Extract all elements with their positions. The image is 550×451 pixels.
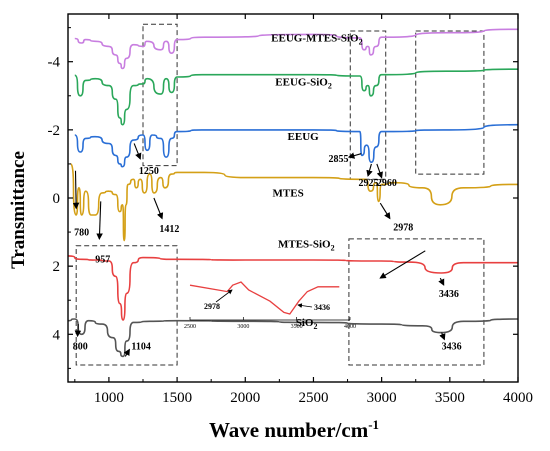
box-sio2-high <box>348 238 485 366</box>
annotation-label-1250: 1250 <box>139 166 159 177</box>
y-tick-label--4: -4 <box>48 55 61 71</box>
series-line-eeug-sio2 <box>74 68 519 126</box>
series-label-sub: 2 <box>328 82 332 91</box>
series-label-eeug-sio2: EEUG-SiO2 <box>275 77 332 91</box>
series-label-sub: 2 <box>359 37 363 46</box>
annotation-arrow-2855 <box>347 152 362 159</box>
annotation-arrow-1412 <box>153 197 164 220</box>
inset-label-3436: 3436 <box>314 303 330 312</box>
annotation-arrow-780 <box>72 170 80 210</box>
annotation-arrow-3436 <box>439 332 446 341</box>
series-label-eeug: EEUG <box>288 131 320 143</box>
annotation-arrow-800 <box>74 324 82 338</box>
annotation-label-3436: 3436 <box>442 342 462 353</box>
annotation-label-1412: 1412 <box>159 224 179 235</box>
y-tick-label-0: 0 <box>53 191 61 207</box>
series-label-main: MTES-SiO <box>278 238 331 250</box>
series-line-mtes <box>70 163 519 242</box>
x-axis-title-sup: -1 <box>368 417 379 432</box>
series-label-mtes-sio2: MTES-SiO2 <box>278 238 335 252</box>
annotation-label-2960: 2960 <box>377 178 397 189</box>
inset-tick-label-3000: 3000 <box>237 324 249 330</box>
box-sio2-low <box>75 245 178 366</box>
x-tick-label-2000: 2000 <box>230 390 260 406</box>
y-axis-title: Transmittance <box>8 151 29 269</box>
annotation-arrow-2925 <box>366 163 373 177</box>
annotation-arrow-1104 <box>123 348 130 357</box>
axes: 1000 1500 2000 2500 3000 3500 4000 -4 -2 0 2 4 <box>48 13 533 406</box>
inset-plot: 2500 3000 3500 4000 2978 3436 <box>184 250 426 330</box>
series-line-eeug <box>74 123 519 168</box>
series-label-main: MTES <box>273 187 304 199</box>
inset-arrow-2978 <box>215 289 233 303</box>
annotation-arrow-2960 <box>376 163 383 179</box>
x-axis-title: Wave number/cm-1 <box>209 417 379 442</box>
series-label-sub: 2 <box>313 322 317 331</box>
series-label-main: EEUG-SiO <box>275 77 328 89</box>
inset-tick-label-4000: 4000 <box>344 324 356 330</box>
inset-curve <box>189 281 340 315</box>
zoom-arrow <box>379 250 426 279</box>
y-tick-label-2: 2 <box>53 259 61 275</box>
annotation-label-800: 800 <box>73 342 88 353</box>
box-3500 <box>415 30 485 175</box>
annotation-label-2978: 2978 <box>393 222 413 233</box>
annotation-arrow-2978 <box>379 202 391 220</box>
series-label-eeug-mtes-sio2: EEUG-MTES-SiO2 <box>271 32 362 46</box>
inset-tick-label-3500: 3500 <box>291 324 303 330</box>
annotation-arrow-3436 <box>438 277 445 286</box>
series-layer <box>67 28 519 358</box>
series-label-mtes: MTES <box>273 187 304 199</box>
annotation-label-1104: 1104 <box>131 342 150 353</box>
x-tick-label-4000: 4000 <box>503 390 533 406</box>
box-2900 <box>349 30 387 180</box>
inset-label-2978: 2978 <box>204 302 220 311</box>
annotation-label-2855: 2855 <box>328 154 348 165</box>
annotation-arrow-957 <box>96 201 103 240</box>
annotation-arrow-1250 <box>133 143 142 160</box>
series-label-main: EEUG-MTES-SiO <box>271 32 359 44</box>
highlight-boxes <box>75 23 485 366</box>
series-line-eeug-mtes-sio2 <box>74 28 519 70</box>
annotation-label-957: 957 <box>95 255 110 266</box>
x-tick-label-3000: 3000 <box>367 390 397 406</box>
y-tick-label--2: -2 <box>48 123 61 139</box>
inset-tick-label-2500: 2500 <box>184 324 196 330</box>
box-1250 <box>142 23 178 167</box>
annotation-label-2925: 2925 <box>358 178 378 189</box>
series-labels: EEUG-MTES-SiO2EEUG-SiO2EEUGMTESMTES-SiO2… <box>271 32 362 331</box>
x-tick-label-1000: 1000 <box>94 390 124 406</box>
series-label-sub: 2 <box>331 243 335 252</box>
x-tick-label-1500: 1500 <box>162 390 192 406</box>
series-label-main: EEUG <box>288 131 320 143</box>
x-tick-label-3500: 3500 <box>435 390 465 406</box>
y-tick-label-4: 4 <box>53 327 61 343</box>
series-line-sio2 <box>67 318 519 358</box>
x-axis-title-text: Wave number/cm <box>209 418 369 442</box>
annotation-label-780: 780 <box>74 227 89 238</box>
series-line-mtes-sio2 <box>67 255 518 321</box>
x-tick-label-2500: 2500 <box>298 390 328 406</box>
annotation-label-3436: 3436 <box>439 289 459 300</box>
inset-arrow-3436 <box>297 303 313 308</box>
